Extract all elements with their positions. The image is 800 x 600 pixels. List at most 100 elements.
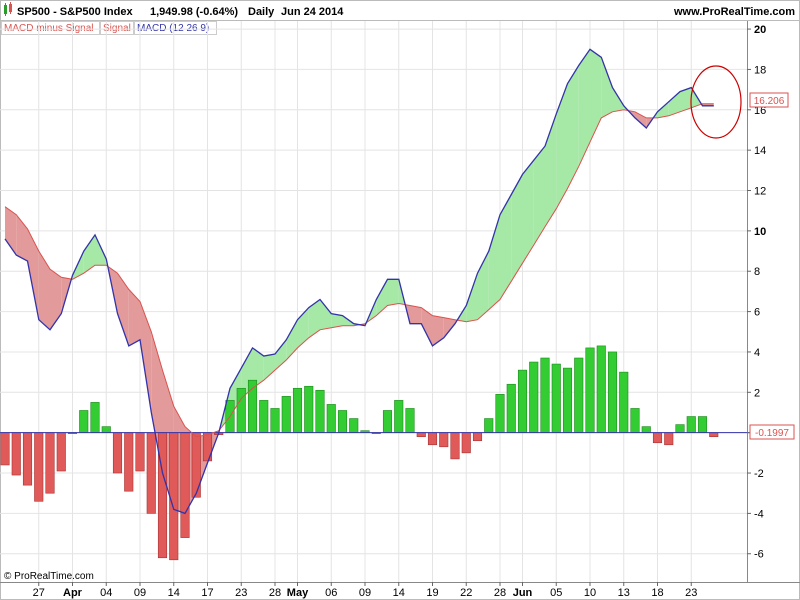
- histogram-bar: [90, 402, 100, 433]
- bull-fill-segment: [668, 91, 680, 116]
- legend-item-label: Signal: [103, 23, 131, 34]
- price-change: 1,949.98 (-0.64%): [150, 6, 238, 18]
- histogram-bar: [169, 432, 179, 561]
- histogram-bar: [607, 351, 618, 433]
- bull-fill-segment: [601, 57, 613, 118]
- histogram-bar: [517, 369, 528, 433]
- legend-item-label: MACD minus Signal: [4, 23, 93, 34]
- bull-fill-segment: [252, 347, 264, 389]
- histogram-bar: [450, 432, 460, 460]
- bull-fill-segment: [286, 319, 298, 361]
- histogram-value-tag: -0.1997: [749, 424, 795, 440]
- x-tick-label: 13: [618, 587, 630, 599]
- bear-fill-segment: [128, 289, 140, 346]
- histogram-bar: [652, 432, 663, 444]
- histogram-bar: [484, 418, 494, 433]
- bear-fill-segment: [38, 251, 50, 330]
- histogram-bar: [416, 432, 426, 438]
- symbol-title: SP500 - S&P500 Index: [17, 6, 133, 18]
- bull-fill-segment: [297, 307, 309, 348]
- candlestick-logo-icon: [4, 2, 12, 16]
- legend-item-box: [100, 21, 134, 35]
- bull-fill-segment: [511, 174, 523, 282]
- histogram-bar: [630, 408, 640, 433]
- x-tick-label: 27: [33, 587, 45, 599]
- bear-fill-segment: [117, 273, 129, 346]
- bear-fill-segment: [140, 301, 152, 413]
- histogram-bar: [11, 432, 21, 476]
- x-tick-label: 09: [134, 587, 146, 599]
- histogram-bar: [56, 432, 66, 472]
- histogram-bar: [22, 432, 33, 486]
- x-tick-label: 28: [269, 587, 281, 599]
- histogram-bar: [562, 367, 573, 433]
- y-tick-label: -6: [754, 549, 764, 561]
- y-tick-label: 8: [754, 266, 760, 278]
- bull-fill-segment: [545, 113, 557, 227]
- x-tick-label: 28: [494, 587, 506, 599]
- histogram-bar: [259, 400, 269, 433]
- bull-fill-segment: [556, 83, 568, 209]
- legend-item-box: [134, 21, 217, 35]
- bear-fill-segment: [410, 305, 422, 324]
- y-tick-label: 10: [754, 226, 766, 238]
- histogram-bar: [34, 432, 44, 502]
- histogram-bar: [427, 432, 438, 446]
- y-tick-label: 2: [754, 387, 760, 399]
- bull-fill-segment: [263, 353, 275, 381]
- bull-fill-segment: [95, 234, 107, 266]
- bull-fill-segment: [612, 87, 624, 112]
- histogram-bar: [686, 416, 696, 433]
- histogram-bar: [112, 432, 123, 474]
- x-tick-label: May: [287, 587, 309, 599]
- bull-fill-segment: [578, 49, 590, 167]
- histogram-bar: [664, 432, 674, 446]
- legend-item-box: [1, 21, 100, 35]
- bear-fill-segment: [27, 228, 39, 320]
- bull-fill-segment: [466, 273, 478, 322]
- bull-fill-segment: [533, 146, 545, 245]
- x-tick-label: 23: [685, 587, 697, 599]
- histogram-bar: [191, 432, 201, 498]
- histogram-bar: [349, 418, 359, 433]
- x-tick-label: 09: [359, 587, 371, 599]
- histogram-bar: [439, 432, 449, 448]
- histogram-bar: [472, 432, 483, 442]
- bear-fill-segment: [16, 214, 28, 262]
- y-tick-label: 12: [754, 186, 766, 198]
- histogram-bar: [394, 400, 404, 433]
- histogram-bar: [236, 387, 246, 433]
- histogram-bar: [79, 410, 89, 433]
- histogram-bar: [641, 426, 651, 433]
- y-tick-label: -2: [754, 468, 764, 480]
- bear-fill-segment: [635, 111, 647, 128]
- histogram-bar: [551, 363, 561, 433]
- histogram-bar: [461, 432, 471, 454]
- histogram-bar: [619, 371, 629, 433]
- histogram-bar: [585, 347, 595, 433]
- bull-fill-segment: [657, 101, 669, 118]
- x-tick-label: Apr: [63, 587, 83, 599]
- bear-fill-segment: [421, 307, 433, 346]
- x-tick-label: 04: [100, 587, 112, 599]
- histogram-bar: [0, 432, 10, 466]
- bull-fill-segment: [308, 299, 320, 338]
- bull-fill-segment: [500, 194, 512, 300]
- histogram-value-tag-text: -0.1997: [755, 428, 789, 439]
- x-tick-label: 14: [393, 587, 405, 599]
- macd-signal-fill: [5, 49, 714, 514]
- histogram-bar: [405, 408, 415, 433]
- x-tick-label: 19: [426, 587, 438, 599]
- x-tick-label: 23: [235, 587, 247, 599]
- histogram-bar: [529, 361, 539, 433]
- y-tick-label: 16: [754, 105, 766, 117]
- histogram-bar: [101, 426, 111, 433]
- x-axis: 27 Apr 04 09 14 17 23 28 May 06 09 14 19 22 28 Jun 05 10 1…: [0, 582, 800, 599]
- histogram-bar: [292, 387, 303, 433]
- macd-line: [4, 48, 714, 515]
- legend: MACD minus Signal Signal MACD (12 26 9): [1, 21, 217, 35]
- site-link[interactable]: www.ProRealTime.com: [673, 6, 795, 18]
- histogram-bar: [304, 385, 314, 433]
- date-label: Jun 24 2014: [281, 6, 344, 18]
- histogram-bar: [495, 394, 505, 433]
